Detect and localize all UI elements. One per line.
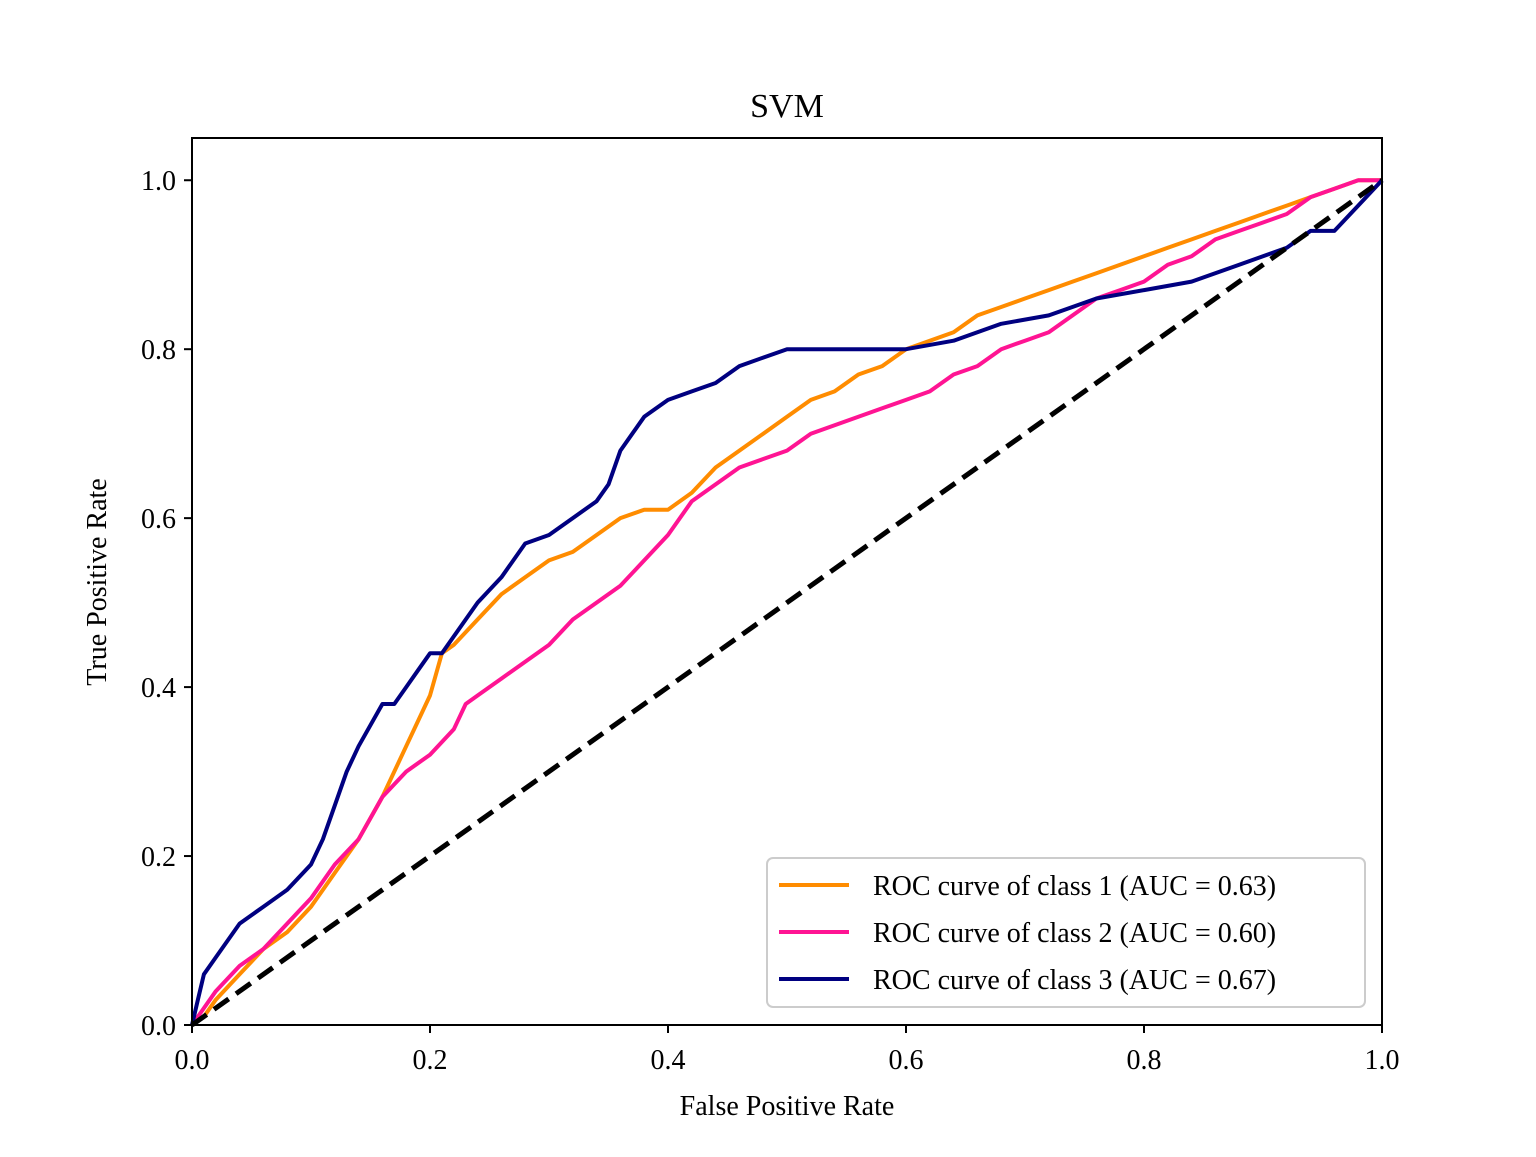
legend: ROC curve of class 1 (AUC = 0.63) ROC cur… xyxy=(766,857,1366,1008)
x-tick-label: 0.4 xyxy=(651,1045,686,1076)
axis-ticks: 0.0 0.2 0.4 0.6 0.8 1.0 0.0 0.2 0.4 0.6 0.8 1.0 xyxy=(141,166,1400,1076)
x-axis-label: False Positive Rate xyxy=(680,1091,895,1122)
legend-label: ROC curve of class 1 (AUC = 0.63) xyxy=(873,871,1276,902)
y-tick-label: 1.0 xyxy=(141,166,176,197)
x-tick-label: 0.2 xyxy=(413,1045,448,1076)
legend-label: ROC curve of class 2 (AUC = 0.60) xyxy=(873,918,1276,949)
chart-title: SVM xyxy=(750,88,824,125)
series-line-class-2 xyxy=(190,178,1382,1027)
chance-diagonal-line xyxy=(190,178,1384,1028)
y-tick-label: 0.0 xyxy=(141,1011,176,1042)
legend-box xyxy=(766,857,1366,1008)
legend-label: ROC curve of class 3 (AUC = 0.67) xyxy=(873,965,1276,996)
y-tick-label: 0.2 xyxy=(141,842,176,873)
x-tick-label: 1.0 xyxy=(1365,1045,1400,1076)
x-tick-label: 0.0 xyxy=(175,1045,210,1076)
y-tick-label: 0.8 xyxy=(141,335,176,366)
plot-area xyxy=(190,178,1384,1028)
x-tick-label: 0.6 xyxy=(889,1045,924,1076)
x-tick-label: 0.8 xyxy=(1127,1045,1162,1076)
series-line-class-3 xyxy=(190,178,1384,1026)
axes-frame xyxy=(191,137,1383,1026)
y-tick-label: 0.4 xyxy=(141,673,176,704)
y-axis-label: True Positive Rate xyxy=(82,478,113,685)
y-tick-label: 0.6 xyxy=(141,504,176,535)
